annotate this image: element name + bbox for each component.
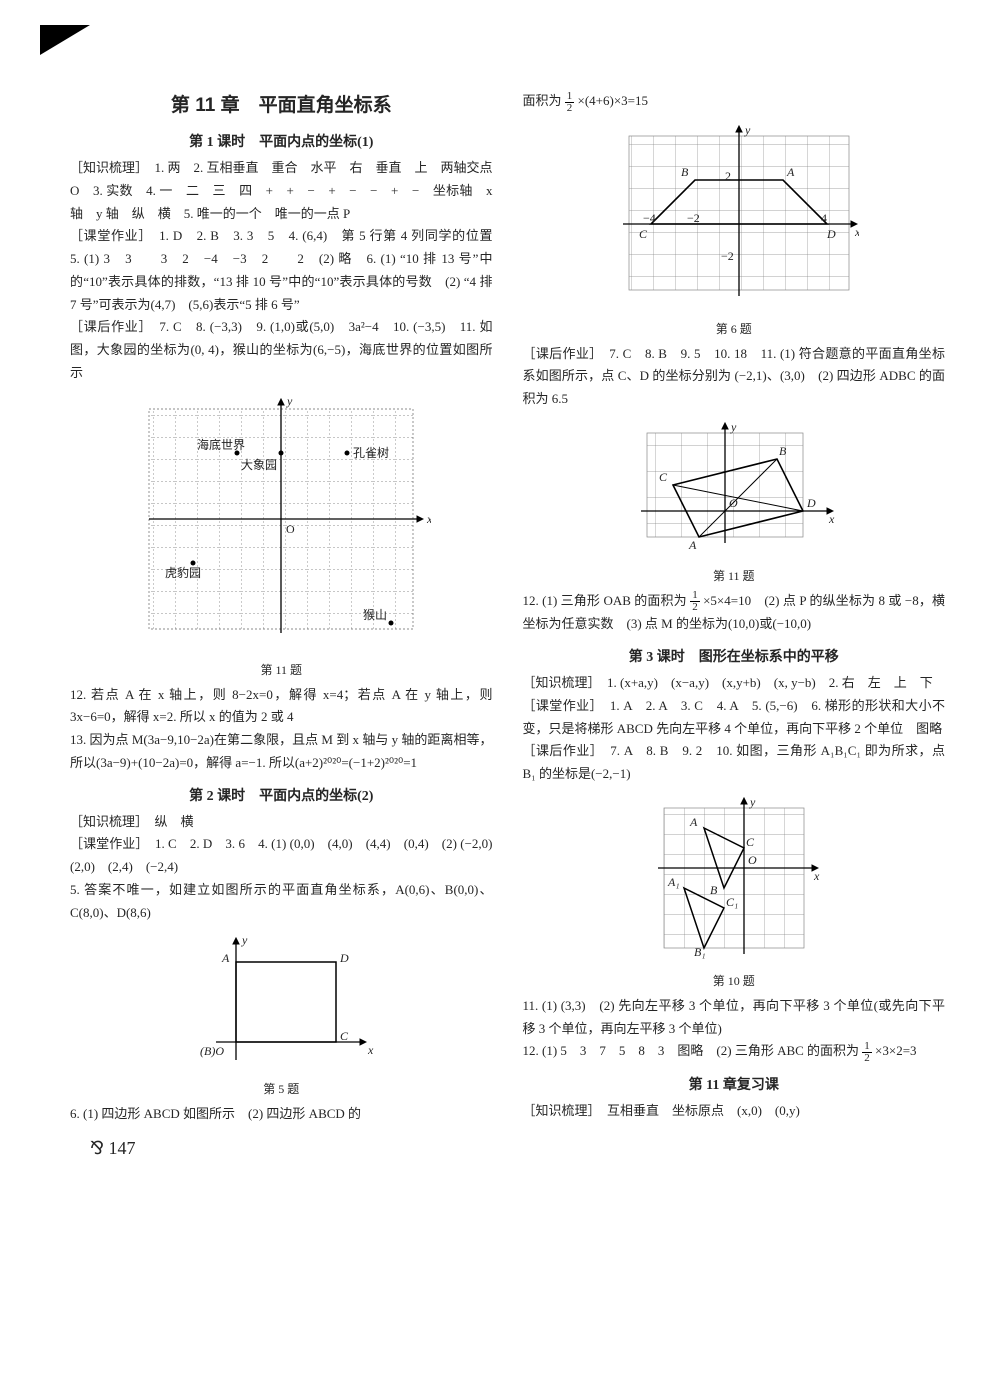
fig-q5-cap: 第 5 题 bbox=[70, 1080, 493, 1097]
svg-text:A: A bbox=[221, 951, 230, 965]
review-zhishi: ［知识梳理］ 互相垂直 坐标原点 (x,0) (0,y) bbox=[523, 1100, 946, 1123]
l3-kehou: ［课后作业］ 7. A 8. B 9. 2 10. 如图，三角形 A₁B₁C₁ … bbox=[523, 740, 946, 786]
svg-text:−2: −2 bbox=[687, 211, 700, 225]
fig-q11-right: C B D A O x y bbox=[523, 419, 946, 563]
svg-text:C₁: C₁ bbox=[726, 895, 738, 909]
svg-text:O: O bbox=[748, 853, 757, 867]
svg-text:孔雀树: 孔雀树 bbox=[353, 445, 389, 460]
l2-ketang: ［课堂作业］ 1. C 2. D 3. 6 4. (1) (0,0) (4,0)… bbox=[70, 833, 493, 879]
svg-text:A: A bbox=[786, 165, 795, 179]
l1-q12: 12. 若点 A 在 x 轴上，则 8−2x=0，解得 x=4；若点 A 在 y… bbox=[70, 684, 493, 730]
l1-ketang: ［课堂作业］ 1. D 2. B 3. 3 5 4. (6,4) 第 5 行第 … bbox=[70, 225, 493, 316]
left-column: 第 11 章 平面直角坐标系 第 1 课时 平面内点的坐标(1) ［知识梳理］ … bbox=[70, 30, 493, 1126]
axis-y-label: y bbox=[286, 394, 293, 408]
fig-q11-left-cap: 第 11 题 bbox=[70, 661, 493, 678]
page-corner bbox=[40, 25, 90, 55]
fig-q6: B A C D 2 −4 −2 4 −2 x y bbox=[523, 122, 946, 316]
fig-q11-right-cap: 第 11 题 bbox=[523, 567, 946, 584]
l3-ketang: ［课堂作业］ 1. A 2. A 3. C 4. A 5. (5,−6) 6. … bbox=[523, 695, 946, 741]
chapter-title: 第 11 章 平面直角坐标系 bbox=[70, 90, 493, 117]
right-column: 面积为 12 ×(4+6)×3=15 B A C D bbox=[523, 30, 946, 1126]
frac-1-2-icon: 12 bbox=[862, 1041, 872, 1064]
svg-text:虎豹园: 虎豹园 bbox=[165, 565, 201, 580]
svg-text:y: y bbox=[749, 795, 756, 809]
lesson1-title: 第 1 课时 平面内点的坐标(1) bbox=[70, 131, 493, 151]
fig-q5: A D C (B)O x y bbox=[70, 932, 493, 1076]
l2-q5: 5. 答案不唯一，如建立如图所示的平面直角坐标系，A(0,6)、B(0,0)、C… bbox=[70, 879, 493, 925]
svg-text:A: A bbox=[689, 815, 698, 829]
svg-text:D: D bbox=[826, 227, 836, 241]
svg-text:(B)O: (B)O bbox=[200, 1044, 224, 1058]
svg-text:x: x bbox=[367, 1043, 374, 1057]
columns: 第 11 章 平面直角坐标系 第 1 课时 平面内点的坐标(1) ［知识梳理］ … bbox=[70, 30, 945, 1126]
frac-1-2-icon: 12 bbox=[565, 91, 575, 114]
r-q12b: 12. (1) 5 3 7 5 8 3 图略 (2) 三角形 ABC 的面积为 … bbox=[523, 1040, 946, 1064]
origin-label: O bbox=[286, 522, 295, 536]
lesson3-title: 第 3 课时 图形在坐标系中的平移 bbox=[523, 646, 946, 666]
l1-q13: 13. 因为点 M(3a−9,10−2a)在第二象限，且点 M 到 x 轴与 y… bbox=[70, 729, 493, 775]
fig-q10: A C B A₁ C₁ B₁ O x y bbox=[523, 794, 946, 968]
l2-zhishi: ［知识梳理］ 纵 横 bbox=[70, 811, 493, 834]
svg-text:B: B bbox=[681, 165, 689, 179]
l1-kehou: ［课后作业］ 7. C 8. (−3,3) 9. (1,0)或(5,0) 3a²… bbox=[70, 316, 493, 384]
axis-x-label: x bbox=[426, 512, 431, 526]
svg-text:B: B bbox=[710, 883, 718, 897]
svg-text:y: y bbox=[241, 933, 248, 947]
page-number: ⅋ 147 bbox=[90, 1138, 945, 1159]
svg-text:B₁: B₁ bbox=[694, 945, 706, 959]
svg-text:A₁: A₁ bbox=[667, 875, 680, 889]
fig-q11-left: x y O 海底世界 大象园 孔雀树 虎豹园 猴山 bbox=[70, 393, 493, 657]
review-title: 第 11 章复习课 bbox=[523, 1074, 946, 1094]
svg-text:A: A bbox=[688, 538, 697, 552]
l3-zhishi: ［知识梳理］ 1. (x+a,y) (x−a,y) (x,y+b) (x, y−… bbox=[523, 672, 946, 695]
svg-text:x: x bbox=[854, 225, 859, 239]
fig-q10-cap: 第 10 题 bbox=[523, 972, 946, 989]
svg-text:大象园: 大象园 bbox=[241, 458, 277, 472]
fig-q6-cap: 第 6 题 bbox=[523, 320, 946, 337]
svg-text:x: x bbox=[813, 869, 820, 883]
svg-text:D: D bbox=[339, 951, 349, 965]
svg-text:−4: −4 bbox=[643, 211, 656, 225]
lesson2-title: 第 2 课时 平面内点的坐标(2) bbox=[70, 785, 493, 805]
l2-q6: 6. (1) 四边形 ABCD 如图所示 (2) 四边形 ABCD 的 bbox=[70, 1103, 493, 1126]
svg-text:x: x bbox=[828, 512, 835, 526]
svg-text:C: C bbox=[639, 227, 648, 241]
svg-text:C: C bbox=[746, 835, 755, 849]
svg-text:猴山: 猴山 bbox=[363, 608, 387, 622]
svg-text:D: D bbox=[806, 496, 816, 510]
sec-label: ［知识梳理］ 1. 两 2. 互相垂直 重合 水平 右 垂直 上 两轴交点O 3… bbox=[70, 160, 493, 221]
svg-text:y: y bbox=[744, 123, 751, 137]
l1-zhishi: ［知识梳理］ 1. 两 2. 互相垂直 重合 水平 右 垂直 上 两轴交点O 3… bbox=[70, 157, 493, 225]
svg-text:y: y bbox=[730, 420, 737, 434]
svg-text:海底世界: 海底世界 bbox=[197, 437, 245, 452]
frac-1-2-icon: 12 bbox=[690, 590, 700, 613]
svg-text:O: O bbox=[729, 496, 738, 510]
r-q12: 12. (1) 三角形 OAB 的面积为 12 ×5×4=10 (2) 点 P … bbox=[523, 590, 946, 636]
svg-text:B: B bbox=[779, 444, 787, 458]
r-kehou: ［课后作业］ 7. C 8. B 9. 5 10. 18 11. (1) 符合题… bbox=[523, 343, 946, 411]
r-area1: 面积为 12 ×(4+6)×3=15 bbox=[523, 90, 946, 114]
svg-text:4: 4 bbox=[821, 211, 827, 225]
svg-text:−2: −2 bbox=[721, 249, 734, 263]
svg-text:C: C bbox=[340, 1029, 349, 1043]
svg-text:2: 2 bbox=[725, 169, 731, 183]
r-q11: 11. (1) (3,3) (2) 先向左平移 3 个单位，再向下平移 3 个单… bbox=[523, 995, 946, 1041]
svg-text:C: C bbox=[659, 470, 668, 484]
